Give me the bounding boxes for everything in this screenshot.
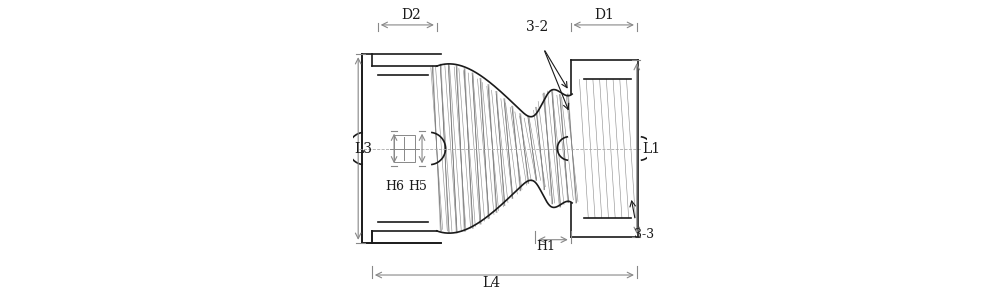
Text: H1: H1 [536, 240, 555, 253]
Bar [394, 135, 415, 162]
Text: L1: L1 [642, 141, 660, 156]
Text: D2: D2 [401, 8, 421, 22]
Text: 3-3: 3-3 [634, 228, 654, 241]
Text: H6: H6 [385, 180, 404, 193]
Text: 3-2: 3-2 [526, 20, 548, 34]
Text: H5: H5 [409, 180, 428, 193]
Text: L4: L4 [482, 277, 500, 290]
Text: D1: D1 [595, 8, 614, 22]
Text: L3: L3 [354, 141, 372, 156]
